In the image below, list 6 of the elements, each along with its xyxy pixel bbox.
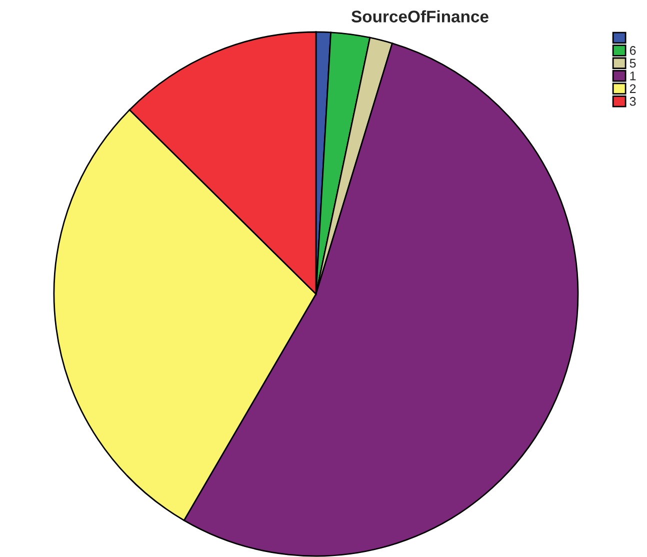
legend-label: 1 [630,72,636,80]
legend-label: 6 [630,46,636,55]
legend-label: 5 [630,58,636,68]
legend-label: 3 [630,96,636,106]
legend-label: 2 [630,84,636,93]
chart-title: SourceOfFinance [351,10,488,22]
